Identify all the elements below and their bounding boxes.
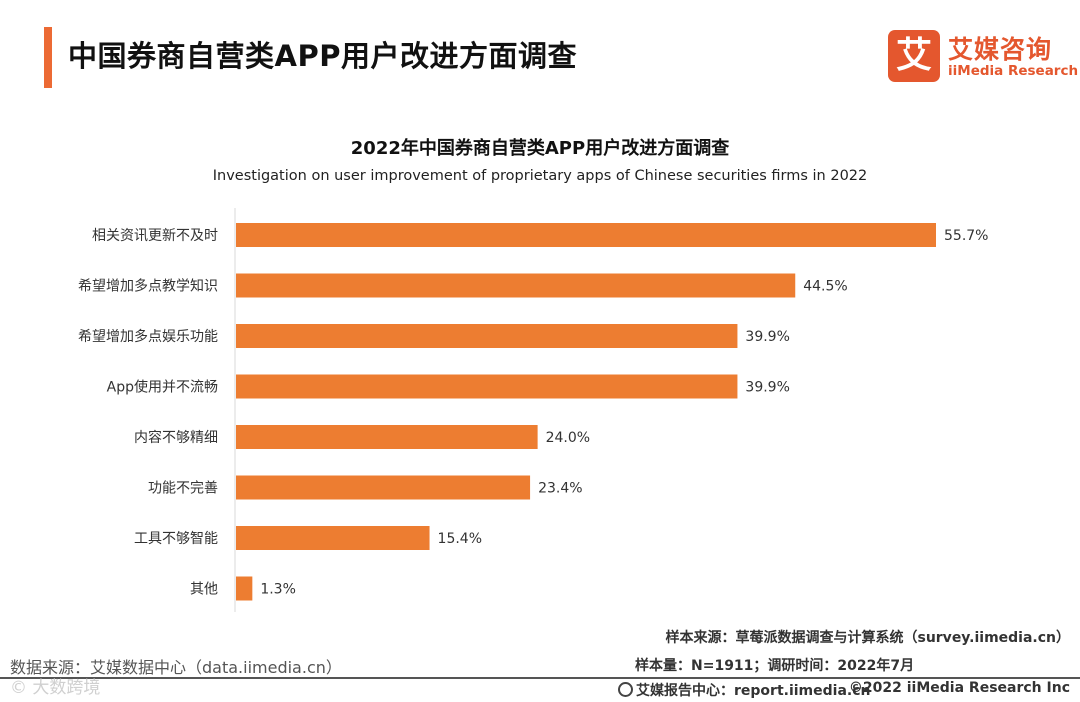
- title-accent-bar: [44, 27, 52, 88]
- bar: [236, 576, 253, 601]
- page-title: 中国券商自营类APP用户改进方面调查: [68, 39, 577, 73]
- bar: [236, 526, 430, 550]
- logo-mark-icon: 艾: [888, 30, 940, 82]
- logo-name-cn: 艾媒咨询: [948, 35, 1053, 64]
- value-label: 15.4%: [438, 531, 482, 547]
- brand-logo: 艾 艾媒咨询 iiMedia Research: [888, 30, 1078, 82]
- category-label: 其他: [190, 582, 218, 598]
- category-label: 希望增加多点教学知识: [78, 278, 218, 295]
- category-label: 工具不够智能: [134, 531, 218, 547]
- bar: [236, 223, 936, 247]
- watermark: © 大数跨境: [10, 678, 101, 698]
- footer-divider: [0, 677, 1080, 679]
- logo-name-en: iiMedia Research: [948, 63, 1079, 79]
- sample-size: 样本量：N=1911；调研时间：2022年7月: [635, 658, 915, 674]
- value-label: 44.5%: [803, 279, 847, 295]
- value-label: 1.3%: [260, 582, 296, 598]
- category-label: 内容不够精细: [134, 429, 218, 446]
- chart-title: 2022年中国券商自营类APP用户改进方面调查: [350, 138, 730, 159]
- bar: [236, 475, 531, 500]
- bar: [236, 324, 738, 348]
- bar: [236, 273, 796, 298]
- globe-icon: [618, 682, 633, 697]
- category-label: 相关资讯更新不及时: [92, 228, 218, 244]
- value-label: 24.0%: [546, 430, 590, 446]
- footer-report-center: 艾媒报告中心：report.iimedia.cn: [618, 680, 871, 700]
- bar: [236, 374, 738, 399]
- value-label: 39.9%: [745, 380, 789, 396]
- value-label: 39.9%: [745, 329, 789, 345]
- chart-subtitle: Investigation on user improvement of pro…: [212, 168, 868, 184]
- footer-copyright: ©2022 iiMedia Research Inc: [848, 680, 1070, 696]
- value-label: 55.7%: [944, 228, 988, 244]
- data-source: 数据来源：艾媒数据中心（data.iimedia.cn）: [10, 658, 342, 677]
- category-label: 希望增加多点娱乐功能: [78, 328, 218, 345]
- value-label: 23.4%: [538, 481, 582, 497]
- category-label: 功能不完善: [148, 481, 218, 497]
- report-center-text: 艾媒报告中心：report.iimedia.cn: [636, 683, 871, 699]
- sample-source: 样本来源：草莓派数据调查与计算系统（survey.iimedia.cn）: [665, 630, 1070, 646]
- bar: [236, 425, 538, 449]
- category-label: App使用并不流畅: [107, 379, 218, 396]
